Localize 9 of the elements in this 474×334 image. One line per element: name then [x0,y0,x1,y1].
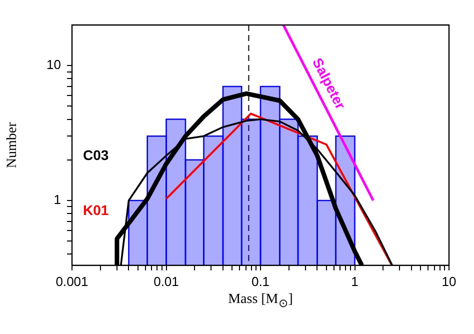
x-axis-title: Mass [M$_{⊙}$] [227,292,294,310]
x-tick-label: 10 [442,274,456,289]
x-tick-label: 0.1 [251,274,270,289]
y-axis-title: Number [5,122,20,168]
x-tick-label: 0.01 [154,274,179,289]
x-tick-label: 0.001 [56,274,88,289]
text: C03 [83,146,109,163]
x-tick-label: 1 [351,274,358,289]
text: K01 [83,202,109,218]
